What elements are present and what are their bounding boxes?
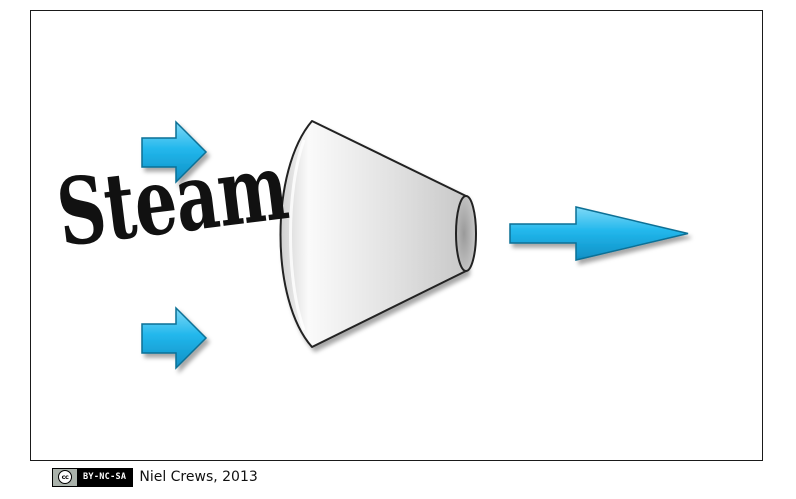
cc-license-terms: BY-NC-SA (78, 468, 133, 486)
cc-logo-text: cc (58, 470, 72, 484)
cc-license-badge[interactable]: cc BY-NC-SA (52, 467, 134, 487)
inlet-arrow-upper-icon (141, 120, 208, 184)
steam-label: Steam (51, 132, 293, 268)
nozzle-cone (279, 120, 467, 348)
inlet-arrow-lower-icon (141, 306, 208, 370)
cc-logo-icon: cc (53, 468, 78, 486)
author-credit: Niel Crews, 2013 (139, 469, 258, 485)
outlet-arrow-icon (509, 206, 689, 261)
nozzle-outlet (455, 195, 477, 272)
footer: cc BY-NC-SA Niel Crews, 2013 (52, 467, 258, 487)
